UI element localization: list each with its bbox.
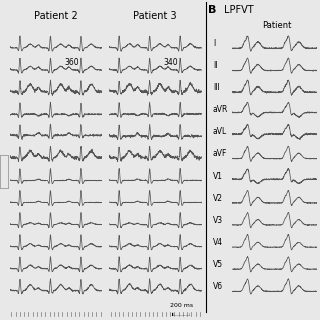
- Text: II: II: [213, 61, 217, 70]
- Text: V4: V4: [213, 238, 223, 247]
- Text: aVL: aVL: [213, 127, 227, 136]
- Text: aVR: aVR: [213, 105, 228, 114]
- Text: 360: 360: [64, 58, 79, 67]
- Text: 340: 340: [163, 58, 178, 67]
- Text: Patient 2: Patient 2: [34, 11, 78, 21]
- Text: I: I: [213, 39, 215, 48]
- Text: LPFVT: LPFVT: [224, 5, 254, 15]
- Text: V1: V1: [213, 172, 223, 180]
- Text: aVF: aVF: [213, 149, 227, 158]
- Text: B: B: [208, 5, 216, 15]
- Text: Patient: Patient: [262, 21, 292, 30]
- Text: V3: V3: [213, 216, 223, 225]
- Text: V6: V6: [213, 282, 223, 291]
- Text: V2: V2: [213, 194, 223, 203]
- Text: V5: V5: [213, 260, 223, 269]
- Text: III: III: [213, 83, 220, 92]
- Text: 200 ms: 200 ms: [170, 303, 193, 308]
- Text: Patient 3: Patient 3: [133, 11, 177, 21]
